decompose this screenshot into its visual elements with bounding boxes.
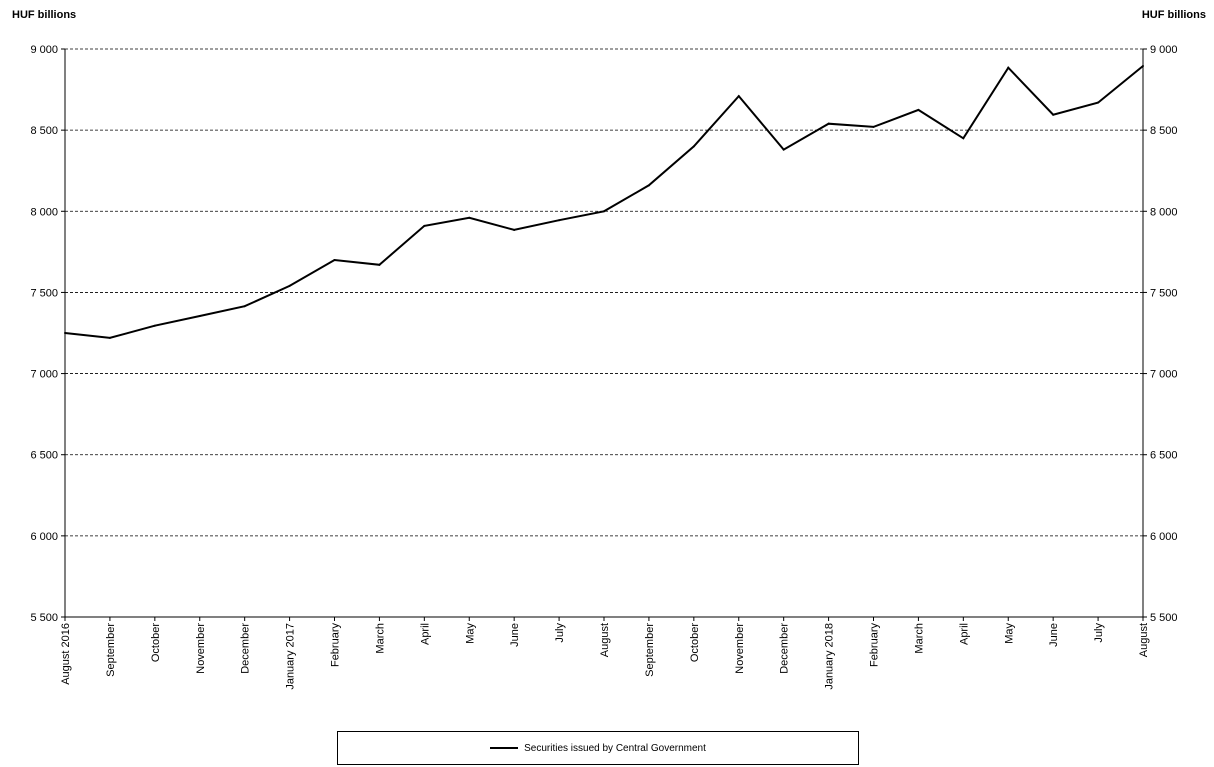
right-tick-label-1: 6 000 <box>1150 531 1178 543</box>
data-point-0-16 <box>782 148 785 151</box>
data-point-0-3 <box>198 314 201 317</box>
x-tick-label-1: September <box>105 623 117 677</box>
legend-swatch <box>490 747 519 749</box>
right-tick-label-7: 9 000 <box>1150 44 1178 56</box>
gridlines <box>65 48 1143 537</box>
x-tick-label-15: November <box>734 623 746 674</box>
left-tick-label-1: 6 000 <box>30 531 58 543</box>
x-tick-label-18: February <box>869 623 881 668</box>
x-tick-label-13: September <box>644 623 656 677</box>
left-tick-label-2: 6 500 <box>30 450 58 462</box>
x-tick-label-22: June <box>1048 623 1060 647</box>
right-tick-label-5: 8 000 <box>1150 206 1178 218</box>
data-point-0-4 <box>243 305 246 308</box>
x-tick-label-16: December <box>779 623 791 674</box>
x-tick-label-12: August <box>599 623 611 657</box>
x-tick-label-10: June <box>509 623 521 647</box>
left-tick-label-6: 8 500 <box>30 125 58 137</box>
data-point-0-12 <box>603 210 605 213</box>
x-tick-label-24: August <box>1138 623 1150 657</box>
left-tick-label-0: 5 500 <box>30 612 58 624</box>
data-point-0-1 <box>108 336 111 339</box>
series-line-0 <box>64 65 1144 339</box>
x-tick-label-3: November <box>195 623 207 674</box>
data-point-0-8 <box>423 224 426 227</box>
data-point-0-18 <box>872 125 875 128</box>
legend-label: Securities issued by Central Government <box>524 742 706 754</box>
data-point-0-14 <box>692 145 695 148</box>
data-point-0-22 <box>1052 113 1055 116</box>
x-tick-label-20: April <box>958 623 970 645</box>
data-point-0-20 <box>962 137 965 140</box>
left-axis-unit-label: HUF billions <box>12 9 77 21</box>
data-point-0-5 <box>288 284 291 287</box>
x-tick-label-6: February <box>330 623 342 668</box>
data-point-0-21 <box>1007 66 1010 69</box>
x-tick-label-2: October <box>150 623 162 662</box>
x-tick-label-17: January 2018 <box>824 623 836 690</box>
x-tick-label-19: March <box>913 623 925 654</box>
left-tick-label-5: 8 000 <box>30 206 58 218</box>
left-tick-label-7: 9 000 <box>30 44 58 56</box>
data-point-0-7 <box>378 263 381 266</box>
data-point-0-15 <box>737 95 740 98</box>
data-point-0-17 <box>827 122 830 125</box>
legend: Securities issued by Central Government <box>337 731 859 765</box>
left-y-axis-ticks: 5 500 6 000 6 500 7 000 7 500 8 000 8 500 9 000 <box>30 44 65 624</box>
x-tick-label-23: July <box>1093 623 1105 643</box>
right-axis-unit-label: HUF billions <box>1141 9 1206 21</box>
x-tick-label-7: March <box>374 623 386 654</box>
right-tick-label-0: 5 500 <box>1150 612 1178 624</box>
x-tick-label-8: April <box>419 623 431 645</box>
data-point-0-2 <box>153 324 156 327</box>
right-tick-label-3: 7 000 <box>1150 369 1178 381</box>
data-point-0-0 <box>64 332 66 334</box>
data-point-0-10 <box>513 228 516 231</box>
x-tick-label-21: May <box>1003 623 1015 644</box>
x-tick-label-9: May <box>464 623 476 644</box>
x-axis-ticks: August 2016 September October November Decem… <box>60 617 1150 690</box>
data-point-0-9 <box>468 216 471 219</box>
data-point-0-6 <box>333 258 336 261</box>
x-tick-label-14: October <box>689 623 701 662</box>
axes <box>64 49 1144 618</box>
x-tick-label-5: January 2017 <box>285 623 297 690</box>
data-point-0-13 <box>647 184 650 187</box>
right-y-axis-ticks: 5 500 6 000 6 500 7 000 7 500 8 000 8 500 9 000 <box>1143 44 1178 624</box>
data-point-0-23 <box>1097 101 1100 104</box>
right-tick-label-4: 7 500 <box>1150 287 1178 299</box>
data-point-0-19 <box>917 108 920 111</box>
data-point-0-11 <box>558 219 561 222</box>
series-group <box>64 65 1144 339</box>
left-tick-label-4: 7 500 <box>30 287 58 299</box>
x-tick-label-4: December <box>240 623 252 674</box>
right-tick-label-6: 8 500 <box>1150 125 1178 137</box>
right-tick-label-2: 6 500 <box>1150 450 1178 462</box>
data-point-0-24 <box>1142 65 1144 68</box>
x-tick-label-0: August 2016 <box>60 623 72 685</box>
x-tick-label-11: July <box>554 623 566 643</box>
left-tick-label-3: 7 000 <box>30 369 58 381</box>
